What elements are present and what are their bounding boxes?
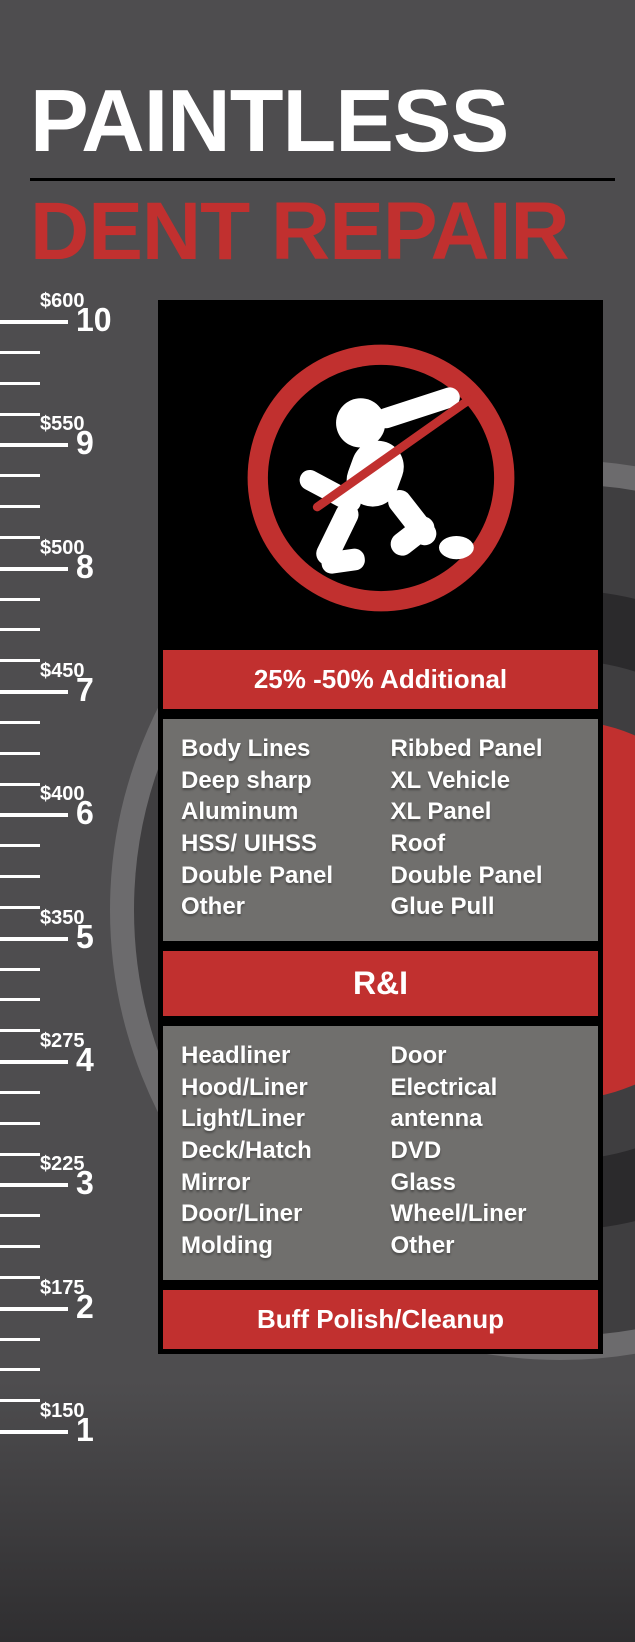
ruler-price: $550 <box>40 413 85 436</box>
list-item: Hood/Liner <box>181 1072 371 1104</box>
ruler-price: $350 <box>40 907 85 930</box>
list-item: Body Lines <box>181 733 371 765</box>
list-item: Door <box>391 1040 581 1072</box>
ruler-minor-tick <box>0 875 40 878</box>
ruler-minor-tick <box>0 968 40 971</box>
ruler-minor-tick <box>0 998 40 1001</box>
ruler-minor-tick <box>0 413 40 416</box>
ruler-price: $450 <box>40 660 85 683</box>
title-divider <box>30 178 615 181</box>
band-ri: R&I <box>163 951 598 1016</box>
band-buff: Buff Polish/Cleanup <box>163 1290 598 1349</box>
list-item: Glue Pull <box>391 891 581 923</box>
list-item: XL Panel <box>391 796 581 828</box>
ruler-minor-tick <box>0 906 40 909</box>
ruler-major-tick <box>0 1430 68 1434</box>
panel-ri: HeadlinerHood/LinerLight/LinerDeck/Hatch… <box>163 1026 598 1280</box>
list-item: Wheel/Liner <box>391 1198 581 1230</box>
list-item: HSS/ UIHSS <box>181 828 371 860</box>
panel-additional: Body LinesDeep sharpAluminumHSS/ UIHSSDo… <box>163 719 598 941</box>
list-item: Double Panel <box>181 860 371 892</box>
ruler-minor-tick <box>0 1122 40 1125</box>
ruler-major-tick <box>0 813 68 817</box>
title-line2: DENT REPAIR <box>30 185 615 279</box>
list-item: Double Panel <box>391 860 581 892</box>
list-item: Other <box>181 891 371 923</box>
divider <box>163 1016 598 1026</box>
ruler-minor-tick <box>0 1338 40 1341</box>
ruler-minor-tick <box>0 505 40 508</box>
logo-box <box>163 305 598 650</box>
ruler-major-tick <box>0 1183 68 1187</box>
list-item: Other <box>391 1230 581 1262</box>
ruler-minor-tick <box>0 351 40 354</box>
pricing-card: 25% -50% Additional Body LinesDeep sharp… <box>158 300 603 1354</box>
ruler-price: $225 <box>40 1153 85 1176</box>
list-item: DVD <box>391 1135 581 1167</box>
list-item: Door/Liner <box>181 1198 371 1230</box>
ruler-minor-tick <box>0 844 40 847</box>
ruler-minor-tick <box>0 598 40 601</box>
pdr-logo-icon <box>236 333 526 623</box>
list-item: Aluminum <box>181 796 371 828</box>
list-item: XL Vehicle <box>391 765 581 797</box>
ruler-minor-tick <box>0 628 40 631</box>
ruler-minor-tick <box>0 752 40 755</box>
ruler-minor-tick <box>0 1214 40 1217</box>
ruler-major-tick <box>0 690 68 694</box>
ruler-minor-tick <box>0 1399 40 1402</box>
ruler-minor-tick <box>0 783 40 786</box>
list-item: Electrical <box>391 1072 581 1104</box>
divider <box>163 941 598 951</box>
list-item: antenna <box>391 1103 581 1135</box>
list-item: Deck/Hatch <box>181 1135 371 1167</box>
ruler-minor-tick <box>0 1245 40 1248</box>
price-ruler: 10$6009$5508$5007$4506$4005$3504$2753$22… <box>0 300 140 1512</box>
ruler-minor-tick <box>0 1153 40 1156</box>
ruler-minor-tick <box>0 536 40 539</box>
divider <box>163 709 598 719</box>
list-item: Deep sharp <box>181 765 371 797</box>
list-item: Light/Liner <box>181 1103 371 1135</box>
ruler-minor-tick <box>0 474 40 477</box>
ruler-price: $175 <box>40 1277 85 1300</box>
ruler-minor-tick <box>0 1276 40 1279</box>
list-item: Headliner <box>181 1040 371 1072</box>
divider <box>163 1280 598 1290</box>
list-item: Glass <box>391 1167 581 1199</box>
list-item: Mirror <box>181 1167 371 1199</box>
ruler-price: $400 <box>40 783 85 806</box>
ruler-major-tick <box>0 937 68 941</box>
list-item: Molding <box>181 1230 371 1262</box>
list-item: Ribbed Panel <box>391 733 581 765</box>
title-line1: PAINTLESS <box>30 70 615 172</box>
ruler-major-tick <box>0 443 68 447</box>
ruler-price: $275 <box>40 1030 85 1053</box>
ruler-minor-tick <box>0 1368 40 1371</box>
list-item: Roof <box>391 828 581 860</box>
ruler-price: $500 <box>40 537 85 560</box>
ruler-minor-tick <box>0 1091 40 1094</box>
red-arrow-icon <box>615 1030 635 1090</box>
ruler-minor-tick <box>0 382 40 385</box>
ruler-price: $600 <box>40 290 85 313</box>
ruler-minor-tick <box>0 721 40 724</box>
ruler-minor-tick <box>0 659 40 662</box>
ruler-major-tick <box>0 567 68 571</box>
ruler-major-tick <box>0 320 68 324</box>
ruler-major-tick <box>0 1060 68 1064</box>
ruler-minor-tick <box>0 1029 40 1032</box>
ruler-price: $150 <box>40 1400 85 1423</box>
ruler-major-tick <box>0 1307 68 1311</box>
title-block: PAINTLESS DENT REPAIR <box>30 70 615 279</box>
band-additional: 25% -50% Additional <box>163 650 598 709</box>
